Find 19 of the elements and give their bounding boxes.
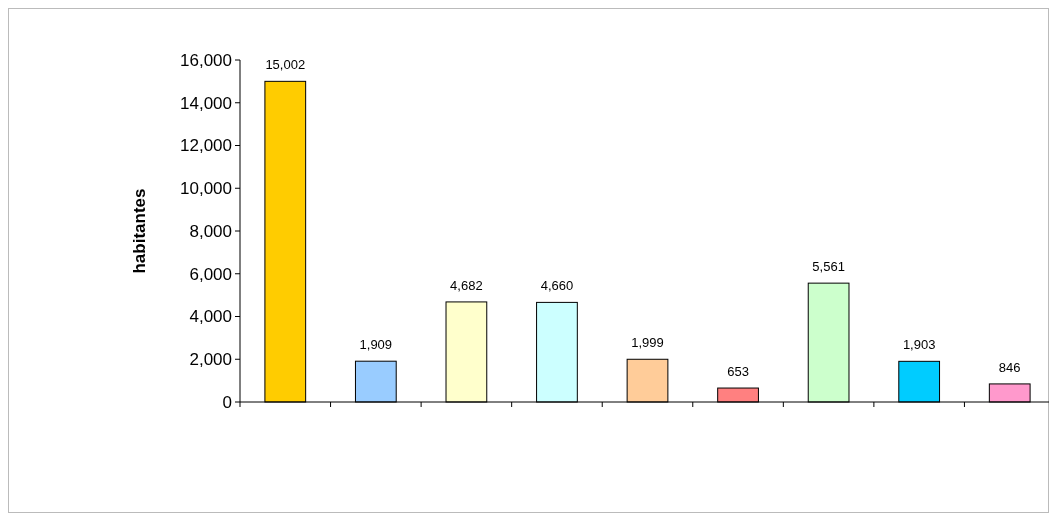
- y-tick-label: 8,000: [189, 221, 232, 241]
- y-tick-label: 0: [222, 392, 232, 412]
- data-label: 1,999: [631, 335, 664, 351]
- y-tick-label: 10,000: [180, 179, 232, 199]
- data-label: 1,909: [359, 337, 393, 353]
- data-label: 15,002: [265, 57, 306, 73]
- data-label: 653: [727, 364, 749, 380]
- data-label: 846: [998, 359, 1021, 375]
- y-axis-title: habitantes: [130, 188, 149, 274]
- data-label: 4,682: [450, 277, 483, 293]
- data-label: 4,660: [540, 278, 574, 294]
- data-label: 1,903: [902, 337, 936, 353]
- y-tick-label: 4,000: [189, 307, 232, 327]
- y-tick-label: 14,000: [180, 93, 232, 113]
- y-tick-label: 2,000: [189, 350, 232, 370]
- y-tick-label: 16,000: [180, 50, 232, 70]
- data-label: 5,561: [812, 259, 845, 275]
- y-tick-label: 12,000: [180, 136, 232, 156]
- y-tick-label: 6,000: [189, 264, 232, 284]
